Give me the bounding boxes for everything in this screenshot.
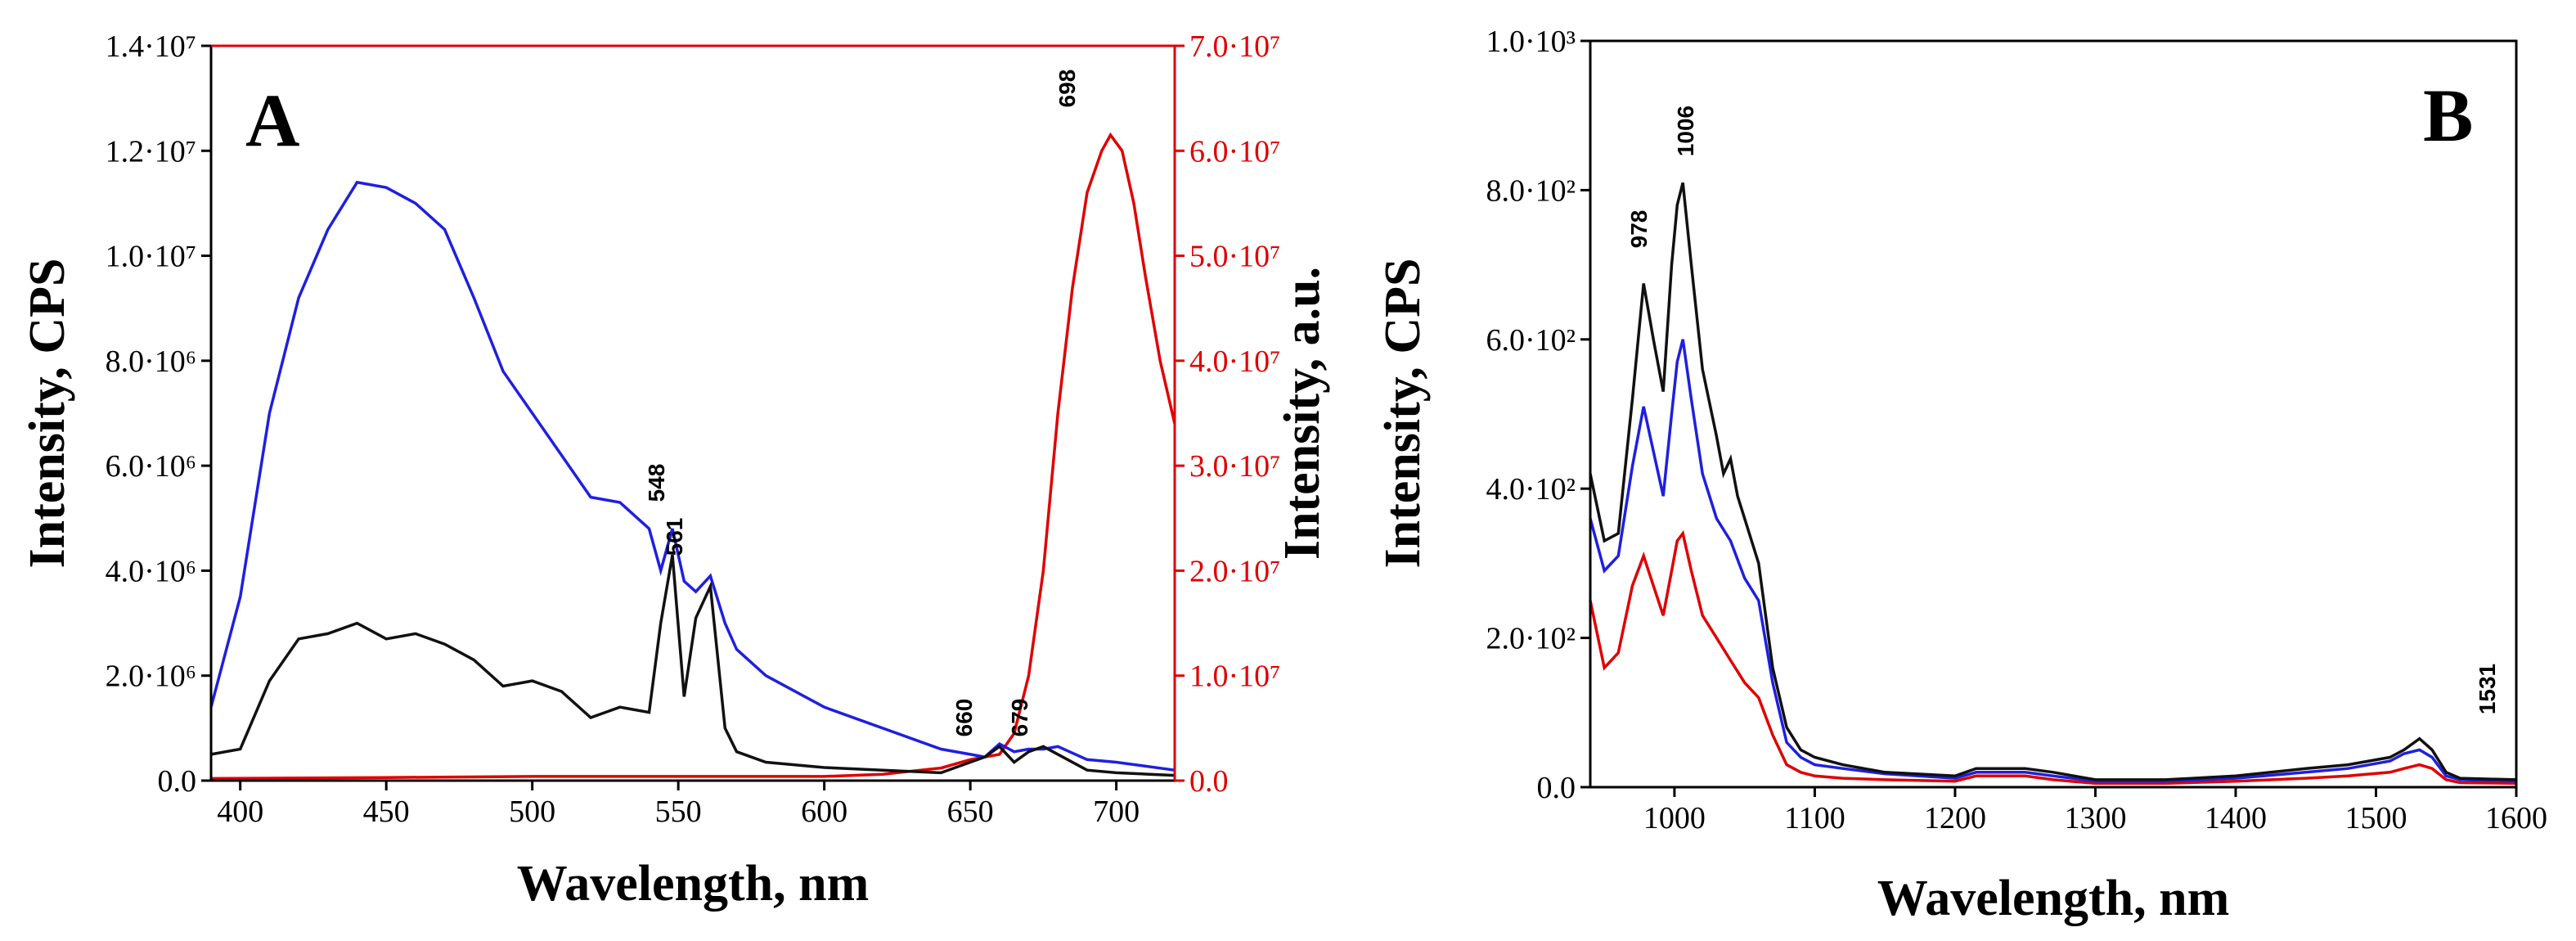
panel-a-y-tick-label: 1.4·10⁷ [106, 29, 196, 64]
panel-b-x-tick-label: 1100 [1784, 801, 1845, 835]
panel-b-letter: B [2423, 74, 2473, 157]
panel-a-y2-tick-label: 4.0·10⁷ [1189, 344, 1280, 379]
panel-b-x-tick-label: 1300 [2064, 801, 2126, 835]
panel-b-x-axis-title: Wavelength, nm [1877, 871, 2230, 926]
panel-a-y2-tick-label: 5.0·10⁷ [1189, 240, 1280, 274]
panel-a-peak-label-561: 561 [662, 518, 687, 556]
panel-b-series-layer [1589, 182, 2517, 786]
panel-b-y-tick-label: 8.0·10² [1486, 173, 1576, 208]
panel-a-y2-axis-title: Intensity, a.u. [1275, 267, 1330, 560]
panel-b-x-tick-label: 1400 [2205, 801, 2267, 835]
panel-a-y2-tick-label: 6.0·10⁷ [1189, 134, 1280, 169]
panel-a-y-axis-title: Intensity, CPS [20, 259, 75, 569]
panel-a-y-tick-label: 8.0·10⁶ [106, 344, 196, 379]
panel-b-y-tick-label: 6.0·10² [1486, 323, 1576, 358]
panel-b-axes-frame [1589, 39, 2518, 789]
panel-a-y-tick-label: 1.2·10⁷ [106, 134, 196, 169]
panel-a-x-tick-label: 450 [363, 795, 410, 829]
panel-a-y-tick-label: 2.0·10⁶ [106, 660, 196, 694]
panel-b-series-blue-line [1589, 339, 2517, 783]
panel-b-y-tick-label: 4.0·10² [1486, 472, 1576, 507]
panel-a-y-tick-label: 1.0·10⁷ [106, 240, 196, 274]
panel-b-y-tick-label: 0.0 [1537, 771, 1576, 805]
panel-b-x-ticks: 1000 1100 1200 1300 1400 1500 1600 [1643, 787, 2547, 835]
panel-a-series-red-line [210, 132, 1176, 781]
panel-b: 1000 1100 1200 1300 1400 1500 1600 0.0 2.0·10² 4… [1375, 25, 2547, 926]
panel-b-peak-label-978: 978 [1626, 210, 1652, 249]
panel-a-peak-label-548: 548 [644, 464, 669, 502]
panel-a-y2-tick-label: 2.0·10⁷ [1189, 554, 1280, 588]
panel-b-axes [1589, 39, 2518, 789]
panel-a-peak-label-698: 698 [1054, 70, 1080, 108]
panel-a-y2-tick-label: 7.0·10⁷ [1189, 29, 1280, 64]
panel-b-peak-label-1531: 1531 [2475, 664, 2500, 714]
panel-a-x-tick-label: 600 [801, 795, 847, 829]
panel-b-peak-label-1006: 1006 [1673, 106, 1698, 156]
panel-a-letter: A [245, 79, 299, 162]
panel-a-series-layer [209, 132, 1176, 781]
panel-a-x-tick-label: 500 [509, 795, 555, 829]
panel-a-peak-label-660: 660 [951, 699, 977, 737]
panel-a-y2-tick-label: 3.0·10⁷ [1189, 449, 1280, 484]
panel-b-plot-area [1590, 41, 2516, 787]
panel-b-y-tick-label: 2.0·10² [1486, 622, 1576, 656]
panel-b-y-axis-title: Intensity, CPS [1375, 259, 1431, 569]
panel-b-x-tick-label: 1500 [2344, 801, 2407, 835]
panel-a-x-tick-label: 400 [217, 795, 263, 829]
panel-a-plot-area [211, 46, 1175, 781]
panel-a-series-blue-line [209, 180, 1176, 772]
panel-a-y2-ticks: 0.0 1.0·10⁷ 2.0·10⁷ 3.0·10⁷ 4.0·10⁷ 5.0·10⁷ 6.… [1175, 29, 1280, 799]
panel-b-x-tick-label: 1200 [1924, 801, 1986, 835]
panel-a: 400 450 500 550 600 650 700 0.0 2.0·10⁶ 4.0·10⁶ 6… [20, 29, 1330, 912]
panel-b-y-ticks: 0.0 2.0·10² 4.0·10² 6.0·10² 8.0·10² 1.0·10³ [1486, 25, 1590, 805]
panel-b-x-tick-label: 1600 [2485, 801, 2547, 835]
panel-a-x-axis-title: Wavelength, nm [517, 856, 870, 912]
panel-b-series-black-line [1589, 182, 2517, 781]
panel-a-axes [209, 44, 1176, 782]
panel-a-y-ticks: 0.0 2.0·10⁶ 4.0·10⁶ 6.0·10⁶ 8.0·10⁶ 1.0·10⁷ 1.… [106, 29, 211, 799]
panel-a-y-tick-label: 4.0·10⁶ [106, 554, 196, 588]
panel-a-x-ticks: 400 450 500 550 600 650 700 [217, 781, 1140, 829]
panel-a-x-tick-label: 650 [947, 795, 994, 829]
panel-b-y-tick-label: 1.0·10³ [1486, 25, 1576, 59]
panel-a-y-tick-label: 6.0·10⁶ [106, 449, 196, 484]
panel-a-x-tick-label: 700 [1093, 795, 1140, 829]
panel-b-series-red-line [1589, 529, 2517, 786]
panel-a-x-tick-label: 550 [655, 795, 702, 829]
panel-b-x-tick-label: 1000 [1643, 801, 1706, 835]
panel-a-peak-label-679: 679 [1007, 699, 1032, 737]
panel-a-series-black-line [210, 554, 1176, 777]
panel-a-y2-tick-label: 0.0 [1189, 764, 1229, 799]
panel-a-y-tick-label: 0.0 [158, 764, 197, 799]
panel-a-y2-tick-label: 1.0·10⁷ [1189, 660, 1280, 694]
